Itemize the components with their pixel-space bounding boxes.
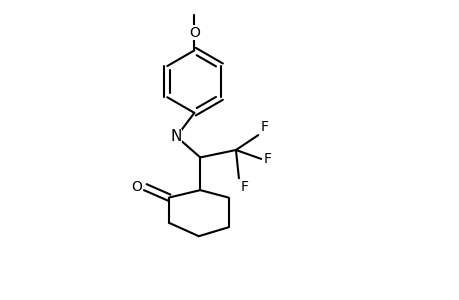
Text: O: O [189,26,199,40]
Text: F: F [263,152,271,166]
Text: F: F [260,120,268,134]
Text: F: F [240,180,248,194]
Text: O: O [131,180,142,194]
Text: N: N [170,129,182,144]
